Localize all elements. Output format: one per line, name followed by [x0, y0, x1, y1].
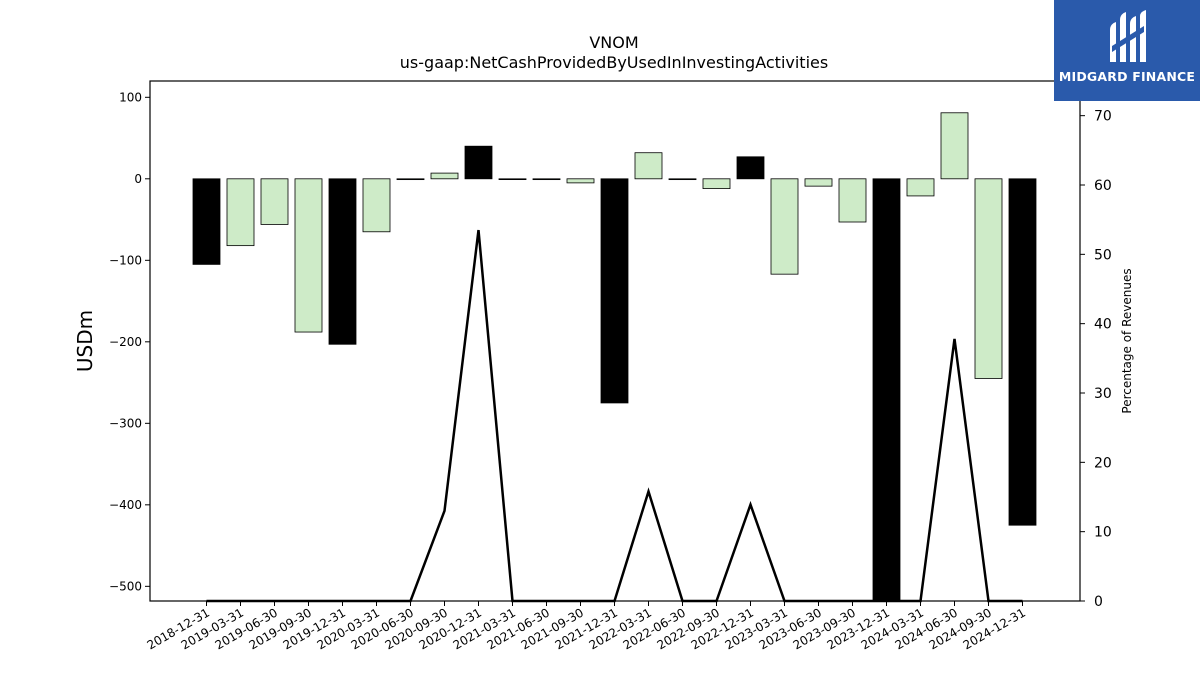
bar-2019-06-30 [260, 178, 289, 225]
bar-2020-06-30 [396, 178, 425, 181]
bar-2020-03-31 [362, 178, 391, 233]
y2-axis: 0 10 20 30 40 50 60 70 [1080, 109, 1112, 610]
y-tick-label: −200 [109, 335, 142, 349]
bar-2018-12-31 [192, 178, 221, 265]
x-axis: 2018-12-312019-03-312019-06-302019-09-30… [145, 601, 1028, 652]
bar-2024-03-31 [906, 178, 935, 197]
bar-2020-09-30 [430, 172, 459, 180]
y2-tick-label: 70 [1094, 109, 1112, 125]
chart-title: VNOM [589, 33, 638, 52]
y2-tick-label: 40 [1094, 317, 1112, 333]
midgard-logo-icon [1110, 10, 1146, 62]
y-tick-label: 100 [119, 90, 142, 104]
y2-tick-label: 30 [1094, 386, 1112, 402]
bar-2021-09-30 [566, 178, 595, 184]
bar-2021-03-31 [498, 178, 527, 181]
y2-tick-label: 50 [1094, 247, 1112, 263]
bar-2019-12-31 [328, 178, 357, 345]
bar-2023-06-30 [804, 178, 833, 187]
bar-2022-12-31 [736, 156, 765, 180]
bar-2021-06-30 [532, 178, 561, 181]
y-tick-label: −300 [109, 416, 142, 430]
y-axis: 100 0 −100 −200 −300 −400 −500 [109, 90, 150, 593]
bar-2019-09-30 [294, 178, 323, 333]
bar-2019-03-31 [226, 178, 255, 247]
bar-2022-09-30 [702, 178, 731, 189]
bar-2023-03-31 [770, 178, 799, 275]
bar-2022-06-30 [668, 178, 697, 181]
y2-tick-label: 60 [1094, 178, 1112, 194]
y-tick-label: 0 [134, 172, 142, 186]
bar-2023-12-31 [872, 178, 901, 602]
midgard-finance-logo: MIDGARD FINANCE [1054, 0, 1200, 101]
y-tick-label: −400 [109, 498, 142, 512]
bar-2024-09-30 [974, 178, 1003, 379]
y2-tick-label: 20 [1094, 455, 1112, 471]
y-axis-label: USDm [73, 310, 97, 372]
bar-2024-12-31 [1008, 178, 1037, 526]
y2-axis-label: Percentage of Revenues [1120, 268, 1134, 413]
y2-tick-label: 0 [1094, 594, 1103, 610]
bar-2022-03-31 [634, 152, 663, 180]
y-tick-label: −500 [109, 579, 142, 593]
y-tick-label: −100 [109, 253, 142, 267]
y2-tick-label: 10 [1094, 525, 1112, 541]
logo-text: MIDGARD FINANCE [1058, 69, 1196, 84]
bar-2020-12-31 [464, 145, 493, 180]
bar-2023-09-30 [838, 178, 867, 223]
chart-subtitle: us-gaap:NetCashProvidedByUsedInInvesting… [400, 53, 828, 72]
bar-2021-12-31 [600, 178, 629, 404]
bar-2024-06-30 [940, 112, 969, 180]
bars-group [192, 112, 1037, 602]
